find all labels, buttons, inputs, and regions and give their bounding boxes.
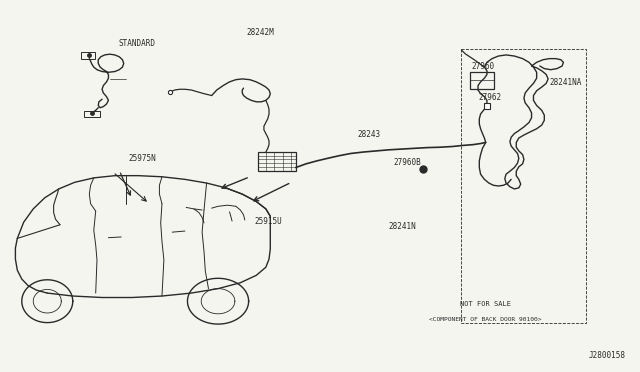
Text: 25915U: 25915U <box>254 217 282 225</box>
Bar <box>461 49 586 323</box>
Text: STANDARD: STANDARD <box>118 39 156 48</box>
Text: 27962: 27962 <box>478 93 501 102</box>
Text: NOT FOR SALE: NOT FOR SALE <box>460 301 511 307</box>
Text: 28241NA: 28241NA <box>549 78 582 87</box>
Text: 28242M: 28242M <box>246 28 275 37</box>
Bar <box>257 152 296 171</box>
Bar <box>470 71 494 89</box>
Text: 25975N: 25975N <box>129 154 157 163</box>
Bar <box>84 112 100 117</box>
Text: 27960B: 27960B <box>394 157 421 167</box>
Text: J2800158: J2800158 <box>589 351 626 360</box>
Bar <box>81 52 95 59</box>
Text: 27960: 27960 <box>471 61 494 71</box>
Text: 28243: 28243 <box>357 130 380 139</box>
Text: 28241N: 28241N <box>389 222 417 231</box>
Text: <COMPONENT OF BACK DOOR 90100>: <COMPONENT OF BACK DOOR 90100> <box>429 317 542 322</box>
